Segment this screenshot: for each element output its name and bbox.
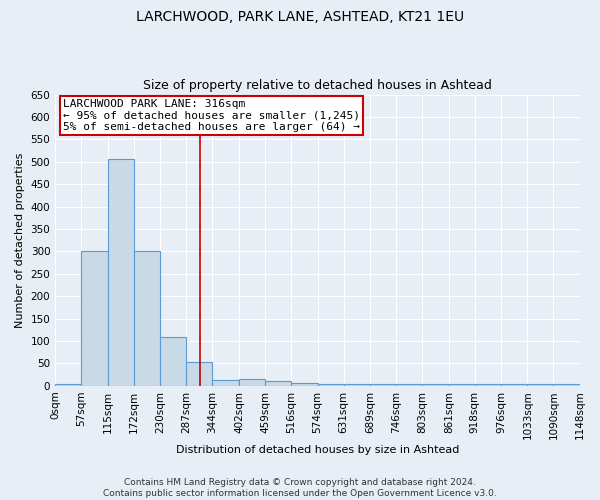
Bar: [449, 384, 475, 386]
X-axis label: Distribution of detached houses by size in Ashtead: Distribution of detached houses by size …: [176, 445, 459, 455]
Bar: [553, 384, 580, 386]
Bar: [475, 384, 502, 386]
Title: Size of property relative to detached houses in Ashtead: Size of property relative to detached ho…: [143, 79, 492, 92]
Text: Contains HM Land Registry data © Crown copyright and database right 2024.
Contai: Contains HM Land Registry data © Crown c…: [103, 478, 497, 498]
Y-axis label: Number of detached properties: Number of detached properties: [15, 152, 25, 328]
Bar: [239, 379, 265, 386]
Bar: [212, 380, 239, 386]
Text: LARCHWOOD, PARK LANE, ASHTEAD, KT21 1EU: LARCHWOOD, PARK LANE, ASHTEAD, KT21 1EU: [136, 10, 464, 24]
Bar: [108, 158, 134, 386]
Bar: [55, 384, 81, 386]
Bar: [291, 382, 317, 386]
Bar: [344, 384, 370, 386]
Bar: [265, 382, 291, 386]
Bar: [502, 384, 527, 386]
Text: LARCHWOOD PARK LANE: 316sqm
← 95% of detached houses are smaller (1,245)
5% of s: LARCHWOOD PARK LANE: 316sqm ← 95% of det…: [63, 99, 360, 132]
Bar: [187, 362, 212, 386]
Bar: [317, 384, 344, 386]
Bar: [370, 384, 396, 386]
Bar: [396, 384, 422, 386]
Bar: [527, 384, 553, 386]
Bar: [81, 252, 108, 386]
Bar: [134, 252, 160, 386]
Bar: [160, 338, 187, 386]
Bar: [422, 384, 449, 386]
